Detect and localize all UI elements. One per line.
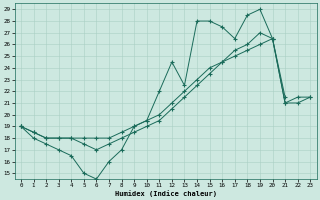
X-axis label: Humidex (Indice chaleur): Humidex (Indice chaleur) [115,190,217,197]
